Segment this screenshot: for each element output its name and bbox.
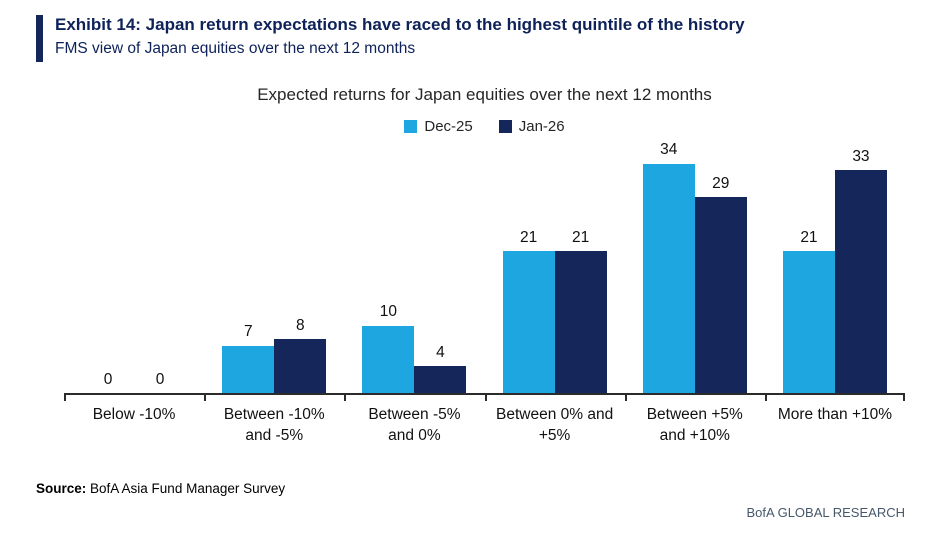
bar-jan-26 (694, 197, 747, 394)
accent-bar (36, 15, 43, 62)
exhibit-subtitle: FMS view of Japan equities over the next… (55, 40, 416, 58)
bar-column: 29 (694, 174, 747, 394)
bar-column: 7 (222, 323, 275, 394)
category-label: Between +5% and +10% (646, 406, 743, 445)
bar-value-label: 0 (155, 370, 165, 388)
bar-group: 10 4 (344, 303, 484, 394)
exhibit-header: Exhibit 14: Japan return expectations ha… (0, 0, 938, 62)
chart-title: Expected returns for Japan equities over… (257, 85, 712, 105)
bar-dec-25 (362, 325, 415, 394)
bar-column: 21 (554, 228, 607, 394)
bar-column: 33 (834, 147, 887, 394)
bar-value-label: 21 (519, 228, 538, 246)
source-text: BofA Asia Fund Manager Survey (86, 481, 286, 497)
bar-column: 0 (134, 372, 186, 394)
bar-value-label: 29 (712, 174, 730, 192)
plot-area: 0 0 7 8 10 4 21 21 34 29 21 33 (64, 135, 905, 402)
legend-label: Jan-26 (518, 117, 565, 135)
bar-column: 21 (782, 228, 835, 394)
bar-column: 34 (642, 141, 695, 394)
bar-value-label: 10 (379, 303, 398, 321)
axis-tick (64, 393, 66, 402)
bar-dec-25 (222, 345, 275, 394)
bar-group: 34 29 (625, 141, 765, 394)
axis-tick (484, 393, 487, 402)
bar-jan-26 (554, 251, 607, 394)
category-label: Below -10% (92, 406, 176, 424)
source-note: Source: BofA Asia Fund Manager Survey (36, 481, 938, 496)
bar-column: 10 (362, 303, 415, 394)
axis-tick (624, 393, 627, 402)
bar-column: 0 (82, 372, 134, 394)
category-label: Between -5% and 0% (368, 406, 461, 445)
axis-tick (204, 393, 207, 402)
brand-note: BofA GLOBAL RESEARCH (746, 505, 905, 521)
legend-item-jan-26: Jan-26 (498, 117, 565, 135)
bar-dec-25 (782, 251, 835, 394)
bar-value-label: 7 (243, 323, 253, 341)
bar-column: 4 (414, 343, 467, 394)
source-label: Source: (36, 481, 87, 497)
x-axis-line (64, 393, 905, 402)
category-label: More than +10% (777, 406, 893, 424)
bar-jan-26 (834, 170, 887, 394)
bar-value-label: 8 (295, 316, 305, 334)
bar-jan-26 (414, 366, 467, 394)
bar-value-label: 21 (571, 228, 590, 246)
bar-value-label: 34 (660, 141, 678, 159)
bar-dec-25 (642, 163, 695, 394)
axis-tick (903, 393, 905, 402)
bar-value-label: 4 (436, 343, 445, 361)
legend-swatch-dec-25 (404, 119, 418, 133)
header-text: Exhibit 14: Japan return expectations ha… (55, 14, 905, 59)
exhibit-title: Exhibit 14: Japan return expectations ha… (55, 15, 745, 34)
bar-group: 21 33 (765, 147, 905, 394)
legend-item-dec-25: Dec-25 (404, 117, 473, 135)
bar-value-label: 21 (800, 228, 818, 246)
bar-dec-25 (502, 251, 555, 394)
category-labels: Below -10% Between -10% and -5% Between -5… (64, 405, 905, 447)
footer: Source: BofA Asia Fund Manager Survey Bo… (0, 481, 938, 520)
axis-tick (764, 393, 767, 402)
category-label: Between 0% and +5% (496, 406, 614, 445)
legend-label: Dec-25 (424, 117, 473, 135)
bar-groups: 0 0 7 8 10 4 21 21 34 29 21 33 (64, 135, 905, 394)
legend-swatch-jan-26 (498, 119, 512, 133)
bar-chart: Expected returns for Japan equities over… (64, 85, 905, 447)
bar-value-label: 33 (852, 147, 870, 165)
bar-value-label: 0 (103, 370, 113, 388)
category-label: Between -10% and -5% (223, 406, 325, 445)
bar-group: 21 21 (485, 228, 625, 394)
bar-column: 21 (502, 228, 555, 394)
axis-tick (344, 393, 347, 402)
bar-jan-26 (274, 339, 327, 394)
chart-legend: Dec-25 Jan-26 (64, 117, 905, 135)
bar-column: 8 (274, 316, 327, 394)
